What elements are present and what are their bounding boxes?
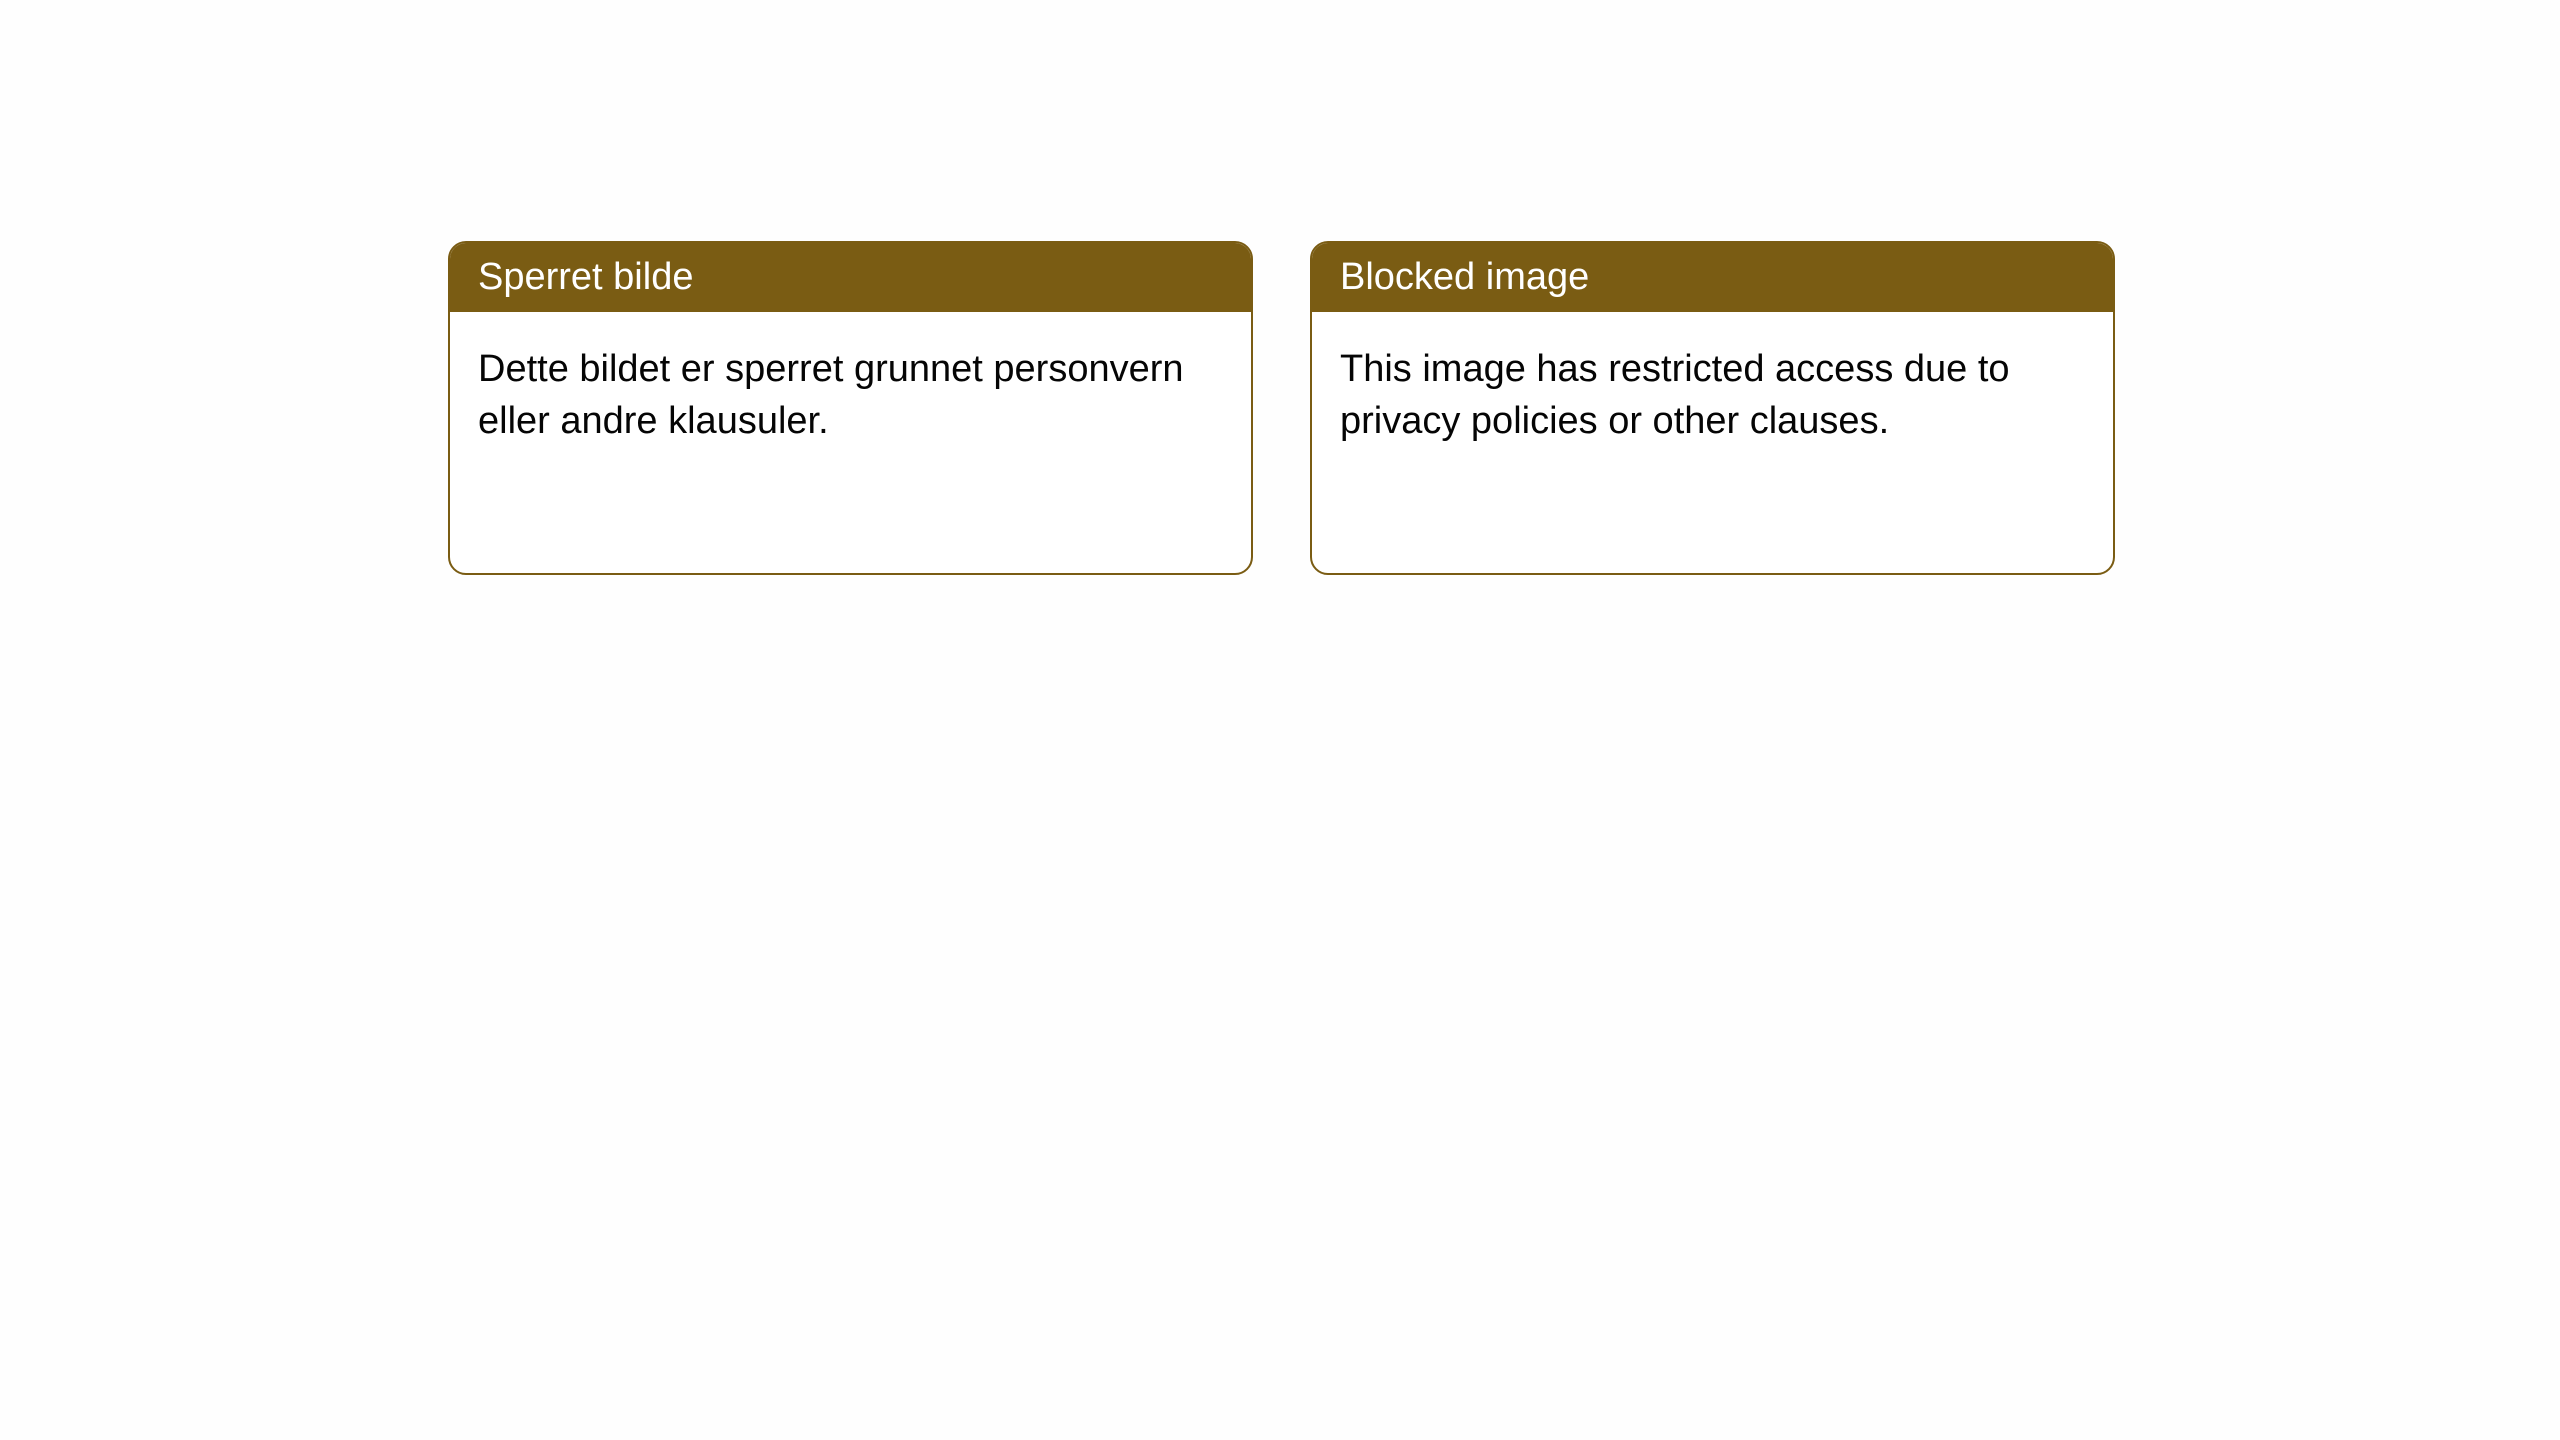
card-body: This image has restricted access due to … bbox=[1312, 312, 2113, 479]
card-body: Dette bildet er sperret grunnet personve… bbox=[450, 312, 1251, 479]
card-body-text: Dette bildet er sperret grunnet personve… bbox=[478, 348, 1184, 441]
card-body-text: This image has restricted access due to … bbox=[1340, 348, 2010, 441]
card-header: Blocked image bbox=[1312, 243, 2113, 312]
card-header-text: Sperret bilde bbox=[478, 256, 693, 298]
notice-card-english: Blocked image This image has restricted … bbox=[1310, 241, 2115, 575]
card-header-text: Blocked image bbox=[1340, 256, 1589, 298]
notice-card-norwegian: Sperret bilde Dette bildet er sperret gr… bbox=[448, 241, 1253, 575]
notice-container: Sperret bilde Dette bildet er sperret gr… bbox=[0, 0, 2560, 575]
card-header: Sperret bilde bbox=[450, 243, 1251, 312]
